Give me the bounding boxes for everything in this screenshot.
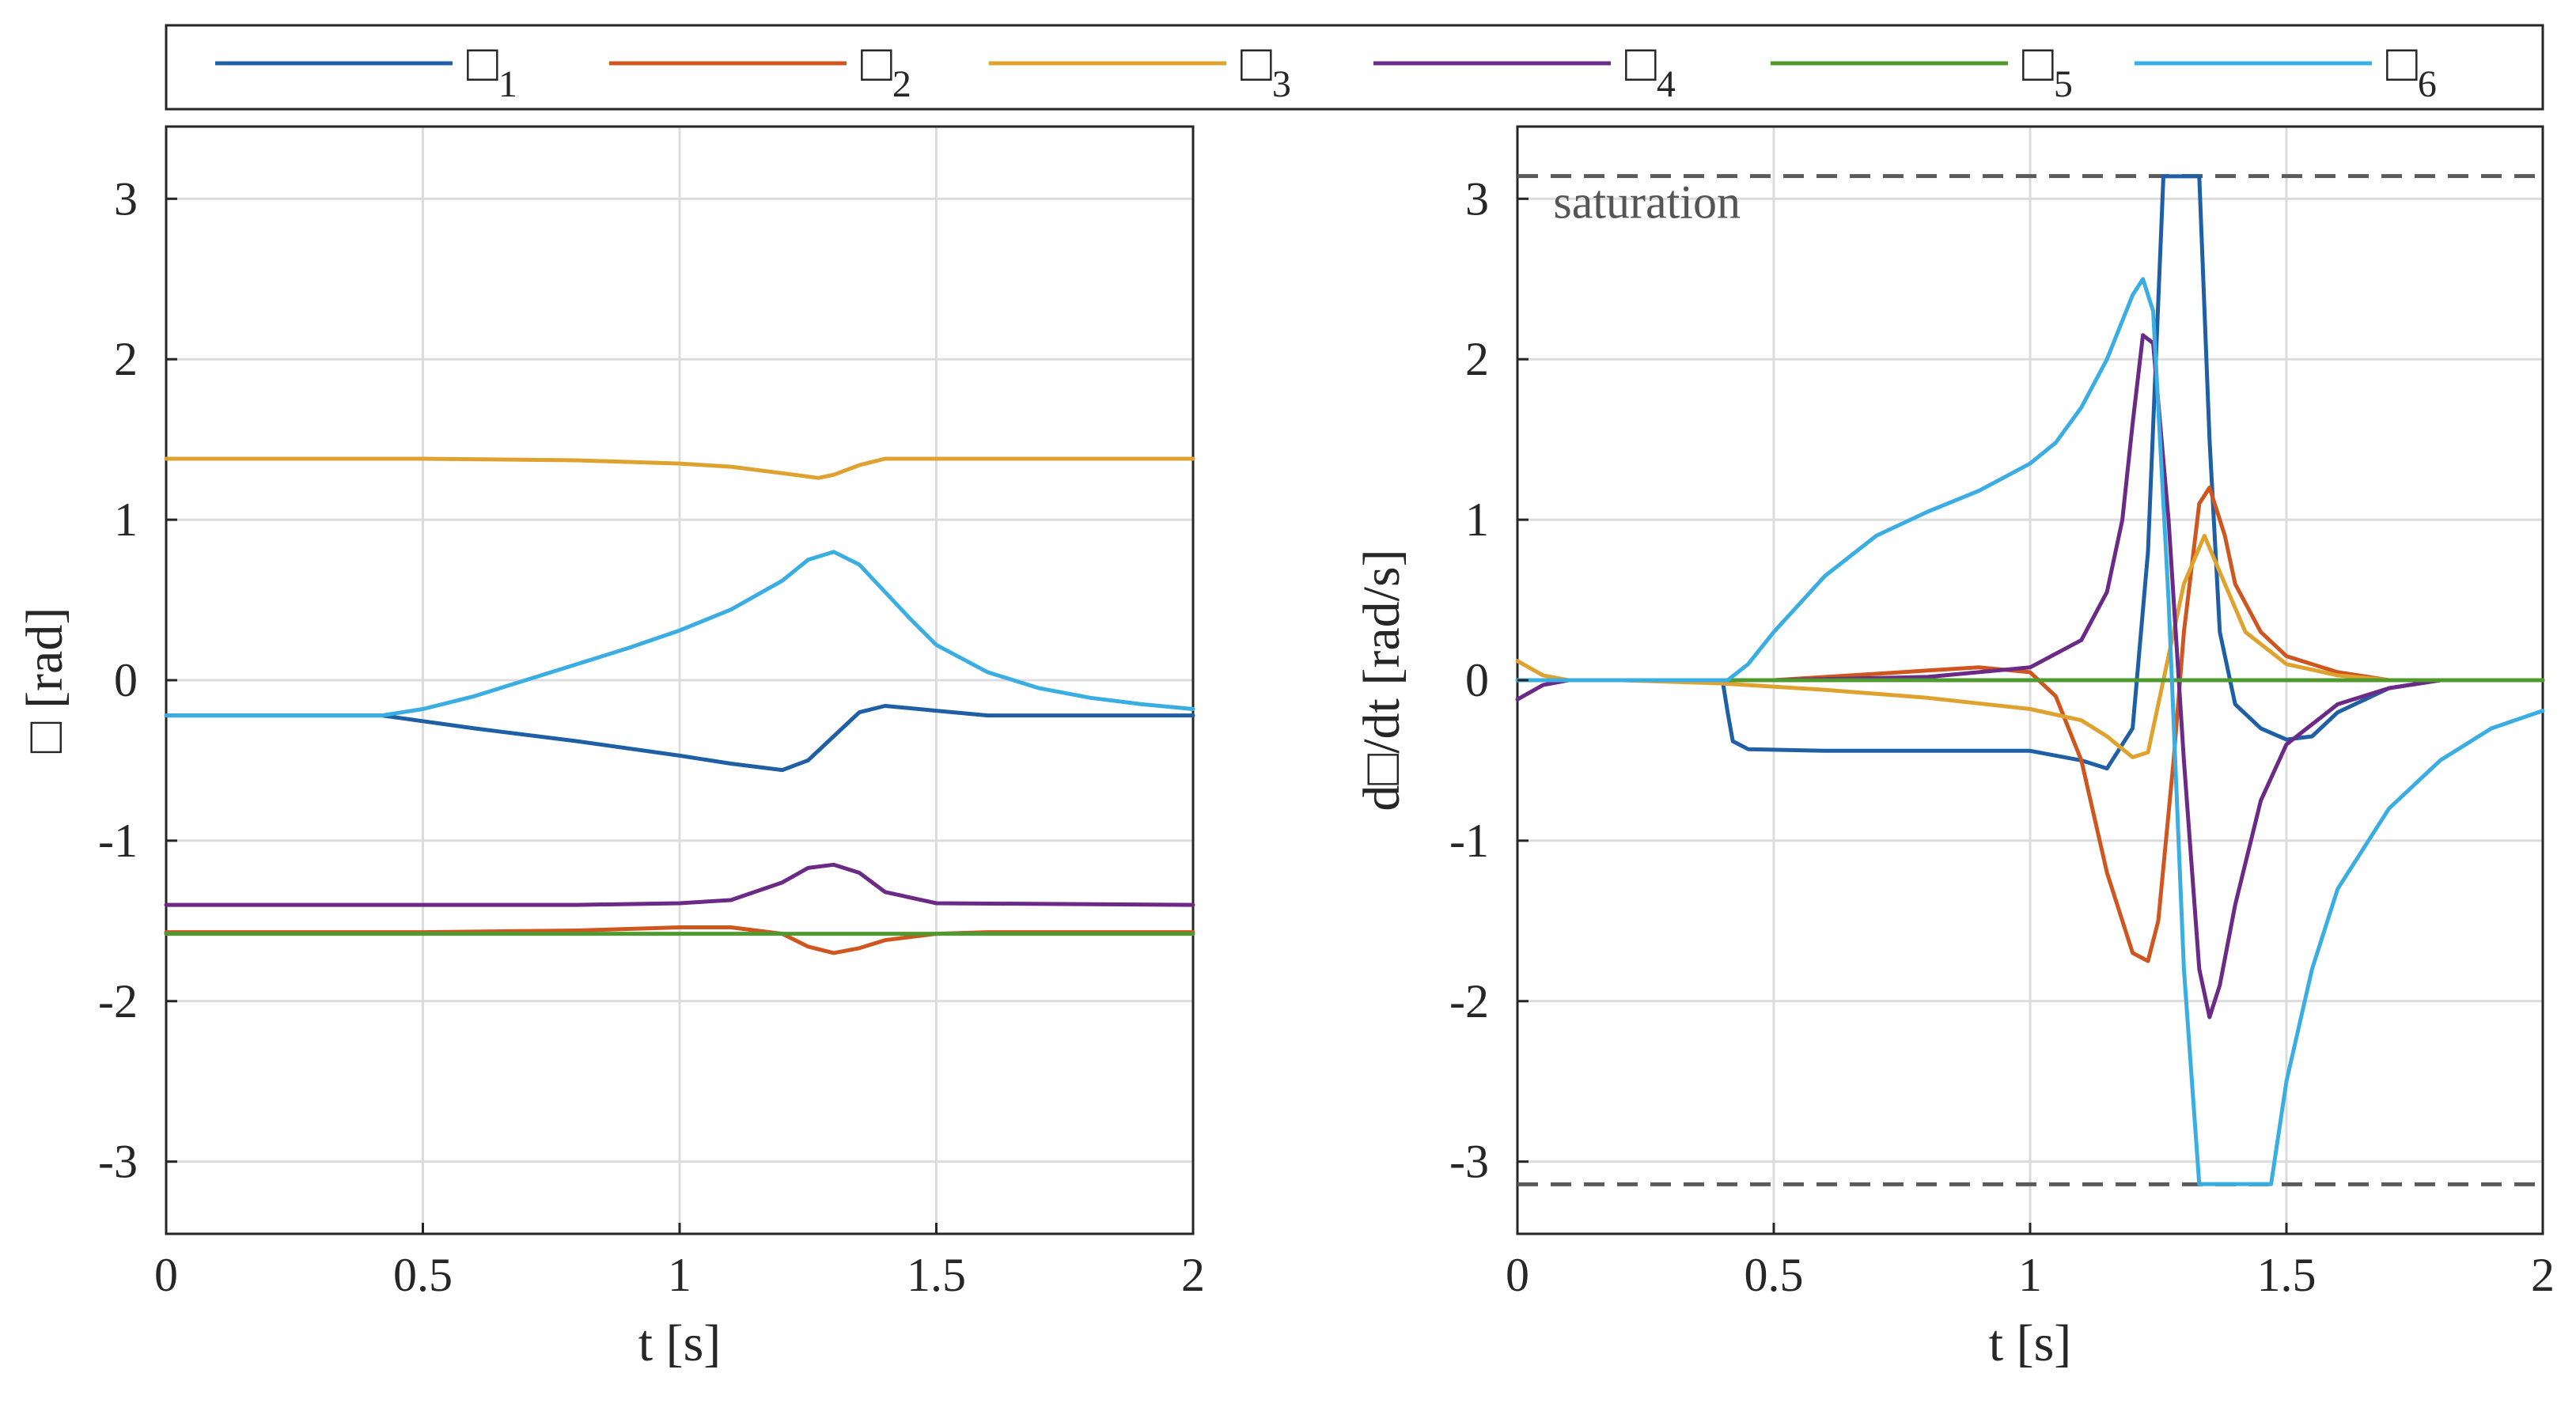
- legend-subscript: 3: [1272, 63, 1291, 105]
- right-x-axis-label: t [s]: [1989, 1315, 2071, 1372]
- legend-glyph: □: [467, 35, 498, 93]
- legend-glyph: □: [2022, 35, 2054, 93]
- legend-subscript: 5: [2054, 63, 2073, 105]
- left-y-tick-label: 2: [114, 333, 138, 385]
- legend-subscript: 2: [892, 63, 911, 105]
- left-x-tick-label: 1.5: [907, 1249, 966, 1301]
- legend-label-6: □6: [2386, 35, 2437, 105]
- saturation-annotation: saturation: [1553, 176, 1741, 229]
- legend-subscript: 6: [2418, 63, 2437, 105]
- legend-label-2: □2: [861, 35, 911, 105]
- left-series-1-line: [164, 704, 1195, 773]
- right-x-tick-label: 2: [2531, 1249, 2555, 1301]
- left-x-tick-label: 0.5: [393, 1249, 453, 1301]
- right-y-tick-label: -3: [1449, 1136, 1489, 1188]
- legend-glyph: □: [2386, 35, 2418, 93]
- legend-label-5: □5: [2022, 35, 2073, 105]
- right-y-tick-label: 2: [1465, 333, 1489, 385]
- legend-subscript: 4: [1657, 63, 1676, 105]
- legend-box: [165, 24, 2544, 111]
- left-series-4-line: [164, 862, 1195, 907]
- legend-label-4: □4: [1625, 35, 1676, 105]
- right-chart: 0 0.5 1 1.5 2 3 2 1 0 -1 -2 -3 saturation t [s] d□/…: [1353, 125, 2555, 1372]
- right-y-tick-label: 3: [1465, 172, 1489, 225]
- left-y-axis-label: □ [rad]: [16, 607, 74, 754]
- left-x-tick-label: 2: [1181, 1249, 1205, 1301]
- legend-glyph: □: [1241, 35, 1272, 93]
- right-y-axis-label: d□/dt [rad/s]: [1353, 549, 1411, 811]
- legend-glyph: □: [1625, 35, 1657, 93]
- legend-subscript: 1: [498, 63, 517, 105]
- right-x-tick-label: 0: [1506, 1249, 1529, 1301]
- right-x-tick-label: 1.5: [2257, 1249, 2317, 1301]
- right-y-tick-label: 1: [1465, 494, 1489, 546]
- left-y-tick-label: 1: [114, 494, 138, 546]
- left-series-3-line: [164, 456, 1195, 480]
- legend: □1 □2 □3 □4 □5 □6: [165, 24, 2544, 111]
- legend-label-3: □3: [1241, 35, 1291, 105]
- legend-label-1: □1: [467, 35, 517, 105]
- left-x-tick-label: 0: [154, 1249, 178, 1301]
- right-y-tick-label: -2: [1449, 975, 1489, 1027]
- right-x-tick-label: 1: [2018, 1249, 2042, 1301]
- left-series-6-line: [164, 550, 1195, 718]
- left-y-tick-label: -3: [98, 1136, 138, 1188]
- left-y-tick-label: 0: [114, 654, 138, 706]
- left-y-tick-label: 3: [114, 172, 138, 225]
- left-y-tick-label: -2: [98, 975, 138, 1027]
- right-y-tick-label: -1: [1449, 815, 1489, 867]
- legend-glyph: □: [861, 35, 892, 93]
- left-y-tick-label: -1: [98, 815, 138, 867]
- left-x-axis-label: t [s]: [638, 1315, 721, 1372]
- right-series-6-line: [1515, 277, 2545, 1186]
- right-y-tick-label: 0: [1465, 654, 1489, 706]
- right-x-tick-label: 0.5: [1744, 1249, 1804, 1301]
- left-chart: 0 0.5 1 1.5 2 3 2 1 0 -1 -2 -3 t [s] □ [rad]: [16, 125, 1205, 1372]
- left-x-tick-label: 1: [668, 1249, 691, 1301]
